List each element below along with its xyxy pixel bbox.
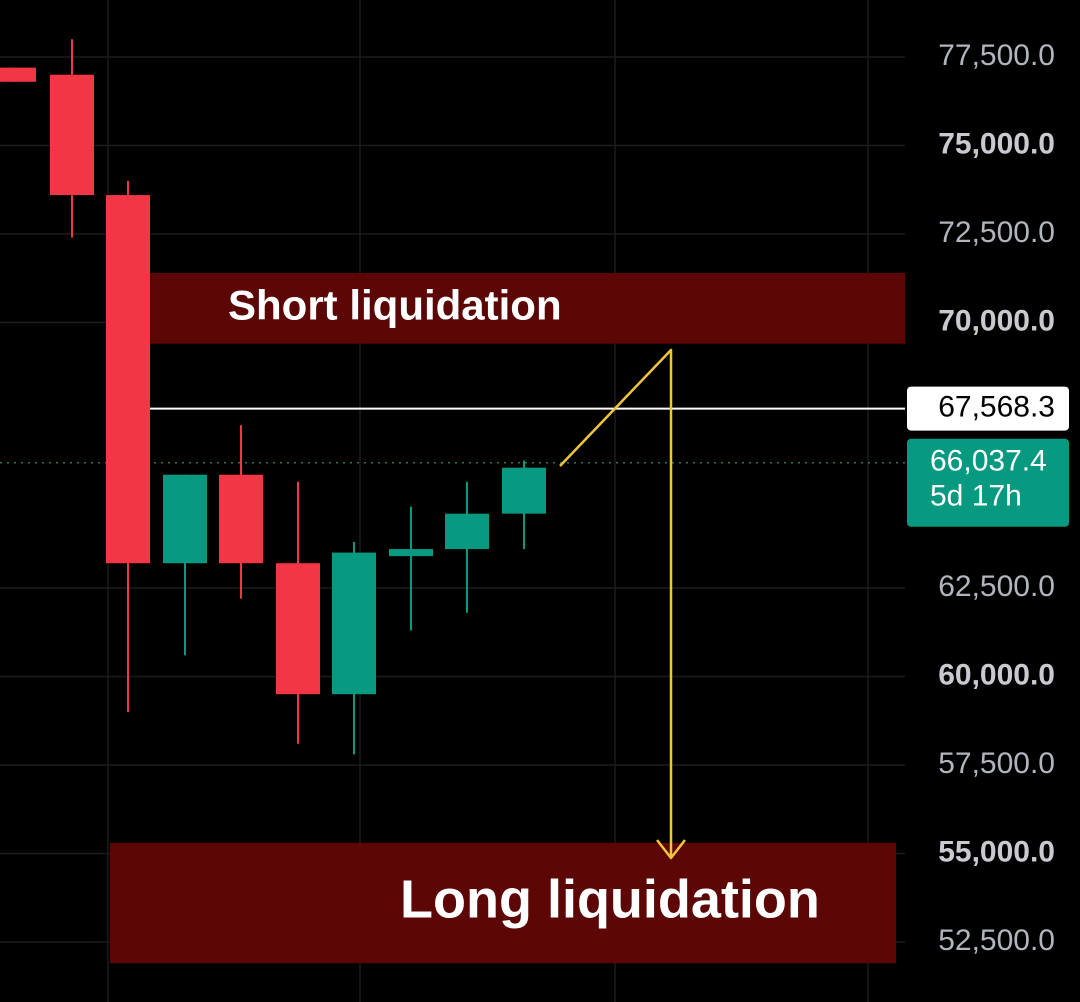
short-liquidation-zone-label: Short liquidation	[228, 281, 562, 328]
candle-body	[106, 195, 150, 564]
candle	[106, 180, 150, 712]
projection-path	[559, 348, 686, 860]
last-price-tag-label: 66,037.4	[930, 445, 1047, 478]
y-tick-label: 75,000.0	[938, 127, 1055, 160]
short-liquidation-zone	[130, 272, 905, 344]
y-tick-label: 55,000.0	[938, 835, 1055, 868]
y-tick-label: 62,500.0	[938, 570, 1055, 603]
y-tick-label: 60,000.0	[938, 658, 1055, 691]
y-tick-label: 70,000.0	[938, 304, 1055, 337]
candle	[219, 425, 263, 599]
last-price-tag	[907, 438, 1069, 527]
candle	[332, 541, 376, 755]
candle	[163, 474, 207, 656]
y-tick-label: 57,500.0	[938, 747, 1055, 780]
candle	[276, 481, 320, 744]
projection-arrowhead	[656, 839, 686, 860]
y-tick-label: 72,500.0	[938, 216, 1055, 249]
y-tick-label: 77,500.0	[938, 39, 1055, 72]
y-tick-label: 52,500.0	[938, 924, 1055, 957]
candle-body	[276, 563, 320, 695]
level-price-tag	[907, 386, 1069, 431]
candle	[502, 460, 546, 550]
price-level-line	[0, 407, 905, 464]
level-price-tag-label: 67,568.3	[938, 391, 1055, 424]
candle	[50, 39, 94, 238]
candle-body	[502, 467, 546, 514]
candle	[389, 506, 433, 631]
candle-body	[445, 513, 489, 550]
projection-line	[559, 348, 673, 858]
y-axis: 77,500.0 75,000.0 72,500.0 70,000.0 62,500.0…	[938, 39, 1055, 957]
candle	[445, 481, 489, 613]
candle	[0, 67, 36, 82]
candle-body	[0, 67, 36, 82]
candle-body	[332, 552, 376, 695]
long-liquidation-zone-label: Long liquidation	[400, 869, 820, 929]
candle-body	[219, 474, 263, 564]
countdown-label: 5d 17h	[930, 480, 1022, 513]
long-liquidation-zone	[110, 842, 896, 964]
liquidation-zones: Short liquidation Long liquidation	[110, 272, 905, 964]
candle-body	[163, 474, 207, 564]
candle-body	[50, 74, 94, 196]
candles	[0, 39, 546, 755]
candle-body	[389, 549, 433, 557]
price-tags: 67,568.3 66,037.45d 17h	[907, 386, 1069, 527]
